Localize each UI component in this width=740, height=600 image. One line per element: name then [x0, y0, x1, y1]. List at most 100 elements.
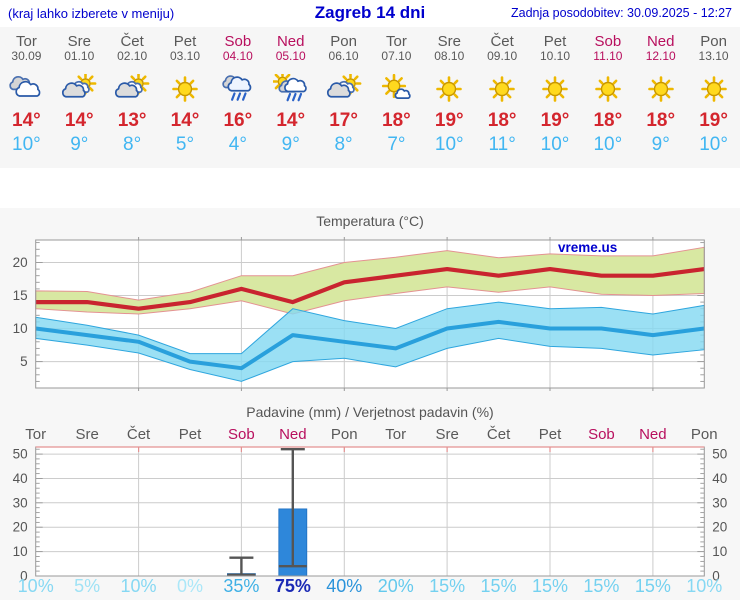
precip-day-label: Sre: [75, 426, 99, 443]
svg-text:50: 50: [712, 447, 727, 462]
precip-probability-label: 15%: [583, 576, 620, 596]
precip-day-label: Pet: [538, 426, 562, 443]
precip-plot-area: [35, 447, 705, 576]
day-column[interactable]: Pon 06.10 17° 8°: [317, 27, 370, 168]
day-tmin: 10°: [593, 134, 623, 155]
weather-icon-sunny: [423, 74, 476, 106]
precipitation-chart: 0 0 10 10 20 20 30 30 40 40 50 50: [13, 446, 727, 584]
day-column[interactable]: Ned 05.10 14° 9°: [264, 27, 317, 168]
day-column[interactable]: Sob 04.10 16° 4°: [211, 27, 264, 168]
day-column[interactable]: Ned 12.10 18° 9°: [634, 27, 687, 168]
day-name: Pet: [173, 33, 197, 50]
day-column[interactable]: Sre 08.10 19° 10°: [423, 27, 476, 168]
weather-icon-sunny: [687, 74, 740, 106]
precip-day-label: Čet: [486, 426, 511, 443]
day-tmax: 19°: [699, 110, 728, 131]
day-name: Pon: [330, 33, 357, 50]
day-column[interactable]: Čet 02.10 13° 8°: [106, 27, 159, 168]
page-title: Zagreb 14 dni: [314, 3, 426, 22]
precip-day-label: Tor: [385, 426, 407, 443]
day-tmin: 9°: [281, 134, 300, 155]
precip-probability-label: 75%: [274, 576, 311, 596]
weather-icon-partly-cloudy: [53, 74, 106, 106]
day-date: 05.10: [275, 49, 306, 63]
weather-icon-rain: [211, 74, 264, 106]
precip-probability-row: 10% 5% 10% 0% 35% 75% 40% 20% 15% 15% 15% 15% 15% 10%: [0, 576, 740, 600]
weather-icon-sunny: [581, 74, 634, 106]
tmax-line: [35, 266, 705, 311]
day-tmin: 8°: [123, 134, 142, 155]
day-date: 04.10: [222, 49, 253, 63]
precip-probability-label: 20%: [377, 576, 414, 596]
day-tmin: 5°: [175, 134, 195, 155]
temperature-chart: 5 10 15 20: [13, 237, 705, 391]
svg-text:20: 20: [13, 520, 28, 535]
svg-text:0: 0: [20, 569, 28, 584]
day-date: 10.10: [539, 49, 570, 63]
day-name: Sob: [224, 33, 252, 50]
day-name: Pon: [700, 33, 727, 50]
day-column[interactable]: Pet 10.10 19° 10°: [529, 27, 582, 168]
day-name: Tor: [16, 33, 37, 50]
day-tmax: 18°: [646, 110, 676, 131]
day-name: Pet: [543, 33, 567, 50]
day-name: Čet: [490, 33, 514, 50]
day-column[interactable]: Pet 03.10 14° 5°: [159, 27, 212, 168]
last-update-label: Zadnja posodobitev: 30.09.2025 - 12:27: [510, 6, 732, 20]
day-tmax: 16°: [223, 110, 253, 131]
day-column[interactable]: Tor 30.09 14° 10°: [0, 27, 53, 168]
day-name: Ned: [646, 33, 675, 50]
location-menu-hint[interactable]: (kraj lahko izberete v meniju): [8, 6, 175, 21]
svg-text:10: 10: [13, 321, 28, 336]
day-date: 08.10: [434, 49, 465, 63]
day-date: 11.10: [593, 49, 623, 63]
svg-text:20: 20: [712, 520, 727, 535]
day-date: 07.10: [381, 49, 412, 63]
day-date: 03.10: [169, 49, 200, 63]
precip-probability-label: 10%: [120, 576, 157, 596]
day-date: 09.10: [487, 49, 518, 63]
svg-text:40: 40: [712, 471, 727, 486]
svg-text:5: 5: [20, 354, 28, 369]
day-tmax: 18°: [593, 110, 623, 131]
day-tmax: 19°: [540, 110, 570, 131]
weather-icon-sunny: [634, 74, 687, 106]
day-column[interactable]: Sob 11.10 18° 10°: [581, 27, 634, 168]
precipitation-chart-title: Padavine (mm) / Verjetnost padavin (%): [246, 404, 494, 420]
svg-text:10: 10: [13, 544, 28, 559]
precip-day-label-row: Tor Sre Čet Pet Sob Ned Pon Tor Sre Čet Pet Sob Ned P…: [0, 426, 740, 443]
weather-icon-sun-shower: [264, 74, 317, 106]
precip-probability-label: 15%: [531, 576, 569, 596]
svg-text:20: 20: [13, 255, 28, 270]
weather-icon-sunny: [529, 74, 582, 106]
day-tmax: 18°: [382, 110, 411, 131]
day-tmax: 14°: [64, 110, 94, 131]
day-tmax: 17°: [329, 110, 358, 131]
day-column[interactable]: Pon 13.10 19° 10°: [687, 27, 740, 168]
day-date: 13.10: [698, 49, 729, 63]
svg-text:40: 40: [13, 471, 28, 486]
day-name: Sre: [437, 33, 461, 50]
day-tmin: 10°: [12, 134, 41, 155]
watermark-link[interactable]: vreme.us: [558, 240, 618, 255]
day-date: 12.10: [645, 49, 676, 63]
day-tmin: 10°: [699, 134, 728, 155]
tmin-line: [35, 319, 705, 371]
day-date: 02.10: [117, 49, 148, 63]
day-tmin: 7°: [387, 134, 406, 155]
day-column[interactable]: Čet 09.10 18° 11°: [476, 27, 529, 168]
day-column[interactable]: Tor 07.10 18° 7°: [370, 27, 423, 168]
day-date: 01.10: [64, 49, 95, 63]
day-name: Sre: [67, 33, 91, 50]
day-tmin: 9°: [651, 134, 670, 155]
precip-probability-label: 15%: [634, 576, 671, 596]
day-column[interactable]: Sre 01.10 14° 9°: [53, 27, 106, 168]
day-name: Čet: [120, 33, 144, 50]
temperature-chart-title: Temperatura (°C): [316, 213, 424, 229]
svg-text:50: 50: [13, 447, 28, 462]
weather-icon-cloudy: [0, 74, 53, 106]
precip-day-label: Sre: [435, 426, 459, 443]
svg-text:15: 15: [13, 288, 28, 303]
svg-text:10: 10: [712, 544, 727, 559]
